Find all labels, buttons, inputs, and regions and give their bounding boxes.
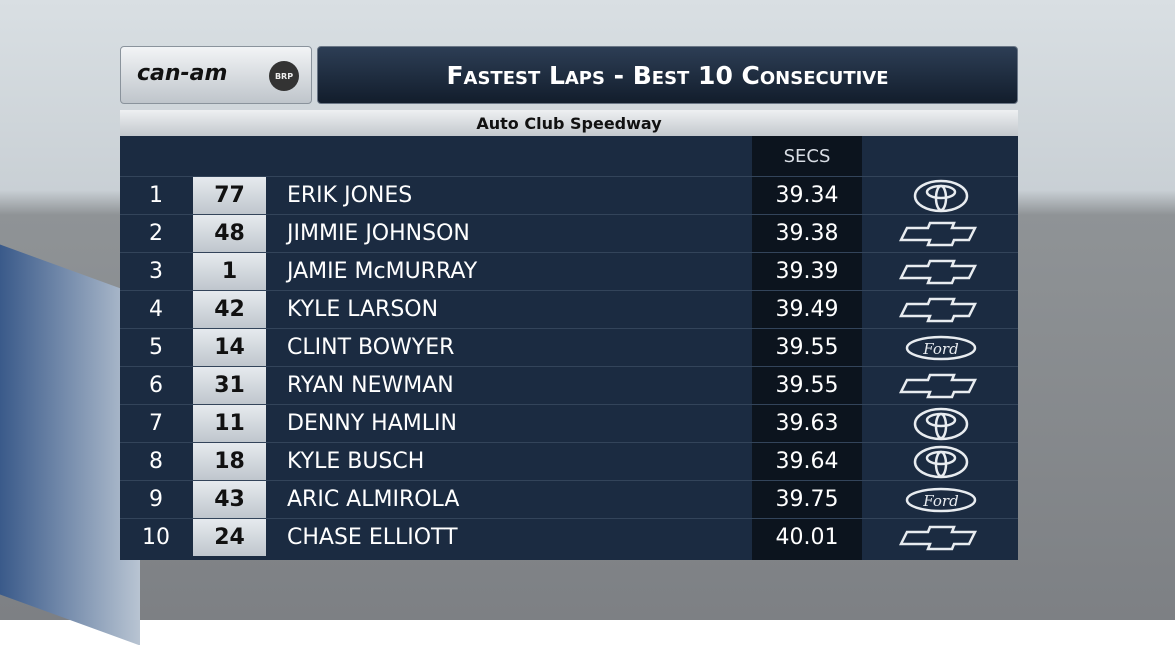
driver: DENNY HAMLIN <box>287 411 457 436</box>
driver: RYAN NEWMAN <box>287 373 454 398</box>
table-row: 5 14 CLINT BOWYER 39.55 Ford <box>120 328 1018 367</box>
table-row: 10 24 CHASE ELLIOTT 40.01 <box>120 518 1018 557</box>
position: 3 <box>149 259 163 284</box>
make: Ford <box>864 481 1018 518</box>
driver: JAMIE McMURRAY <box>287 259 478 284</box>
make: Ford <box>864 329 1018 366</box>
sponsor-badge: BRP <box>269 61 299 91</box>
position: 1 <box>149 183 163 208</box>
lap-time: 39.55 <box>775 373 839 398</box>
lap-time: 39.63 <box>775 411 839 436</box>
car-number: 42 <box>193 291 266 328</box>
column-header: SECS <box>783 146 831 167</box>
make <box>864 405 1018 442</box>
position: 6 <box>149 373 163 398</box>
position: 7 <box>149 411 163 436</box>
table-row: 9 43 ARIC ALMIROLA 39.75 Ford <box>120 480 1018 519</box>
lap-time: 39.75 <box>775 487 839 512</box>
make-logo <box>913 445 969 479</box>
time-column <box>752 136 862 560</box>
make <box>864 443 1018 480</box>
logo-shape <box>905 335 977 361</box>
lap-time: 39.39 <box>775 259 839 284</box>
car-number: 48 <box>193 215 266 252</box>
driver: CHASE ELLIOTT <box>287 525 458 550</box>
position: 8 <box>149 449 163 474</box>
lap-time: 39.64 <box>775 449 839 474</box>
sponsor-logo: can-am BRP <box>120 46 312 104</box>
driver: ARIC ALMIROLA <box>287 487 460 512</box>
title: Fastest Laps - Best 10 Consecutive <box>317 46 1018 104</box>
make <box>864 215 1018 252</box>
make <box>864 367 1018 404</box>
position: 2 <box>149 221 163 246</box>
sponsor: can-am <box>137 61 228 86</box>
car-number: 24 <box>193 519 266 556</box>
make-logo <box>898 221 978 247</box>
car-number: 1 <box>193 253 266 290</box>
make-logo <box>898 297 978 323</box>
make <box>864 177 1018 214</box>
logo-shape <box>925 412 957 428</box>
table-panel <box>120 136 1018 560</box>
make-logo <box>898 373 978 399</box>
make <box>864 291 1018 328</box>
car-number: 77 <box>193 177 266 214</box>
logo-shape <box>898 221 978 247</box>
wall <box>0 244 140 645</box>
car-number: 11 <box>193 405 266 442</box>
logo-shape <box>898 259 978 285</box>
table-row: 4 42 KYLE LARSON 39.49 <box>120 290 1018 329</box>
position: 5 <box>149 335 163 360</box>
car-number: 18 <box>193 443 266 480</box>
logo-shape <box>925 184 957 200</box>
driver: JIMMIE JOHNSON <box>287 221 470 246</box>
make-label: Ford <box>922 492 958 510</box>
table-row: 2 48 JIMMIE JOHNSON 39.38 <box>120 214 1018 253</box>
make <box>864 253 1018 290</box>
lap-time: 39.49 <box>775 297 839 322</box>
make-logo: Ford <box>905 335 977 361</box>
position: 10 <box>142 525 170 550</box>
make-label: Ford <box>922 340 958 358</box>
logo-shape <box>925 450 957 466</box>
table-row: 6 31 RYAN NEWMAN 39.55 <box>120 366 1018 405</box>
car-number: 43 <box>193 481 266 518</box>
table-row: 7 11 DENNY HAMLIN 39.63 <box>120 404 1018 443</box>
logo-shape <box>934 184 948 212</box>
lap-time: 39.38 <box>775 221 839 246</box>
lap-time: 39.34 <box>775 183 839 208</box>
logo-shape <box>905 487 977 513</box>
subtitle: Auto Club Speedway <box>120 110 1018 136</box>
lap-time: 40.01 <box>775 525 839 550</box>
make-logo <box>913 407 969 441</box>
make <box>864 519 1018 556</box>
driver: CLINT BOWYER <box>287 335 455 360</box>
make-logo <box>898 259 978 285</box>
logo-shape <box>934 412 948 440</box>
make-logo <box>913 179 969 213</box>
logo-shape <box>934 450 948 478</box>
logo-shape <box>898 297 978 323</box>
lap-time: 39.55 <box>775 335 839 360</box>
table-row: 1 77 ERIK JONES 39.34 <box>120 176 1018 215</box>
car-number: 14 <box>193 329 266 366</box>
car-number: 31 <box>193 367 266 404</box>
make-logo: Ford <box>905 487 977 513</box>
table-row: 8 18 KYLE BUSCH 39.64 <box>120 442 1018 481</box>
position: 9 <box>149 487 163 512</box>
logo-shape <box>898 525 978 551</box>
table-row: 3 1 JAMIE McMURRAY 39.39 <box>120 252 1018 291</box>
make-logo <box>898 525 978 551</box>
driver: KYLE BUSCH <box>287 449 425 474</box>
logo-shape <box>898 373 978 399</box>
position: 4 <box>149 297 163 322</box>
driver: KYLE LARSON <box>287 297 439 322</box>
driver: ERIK JONES <box>287 183 413 208</box>
